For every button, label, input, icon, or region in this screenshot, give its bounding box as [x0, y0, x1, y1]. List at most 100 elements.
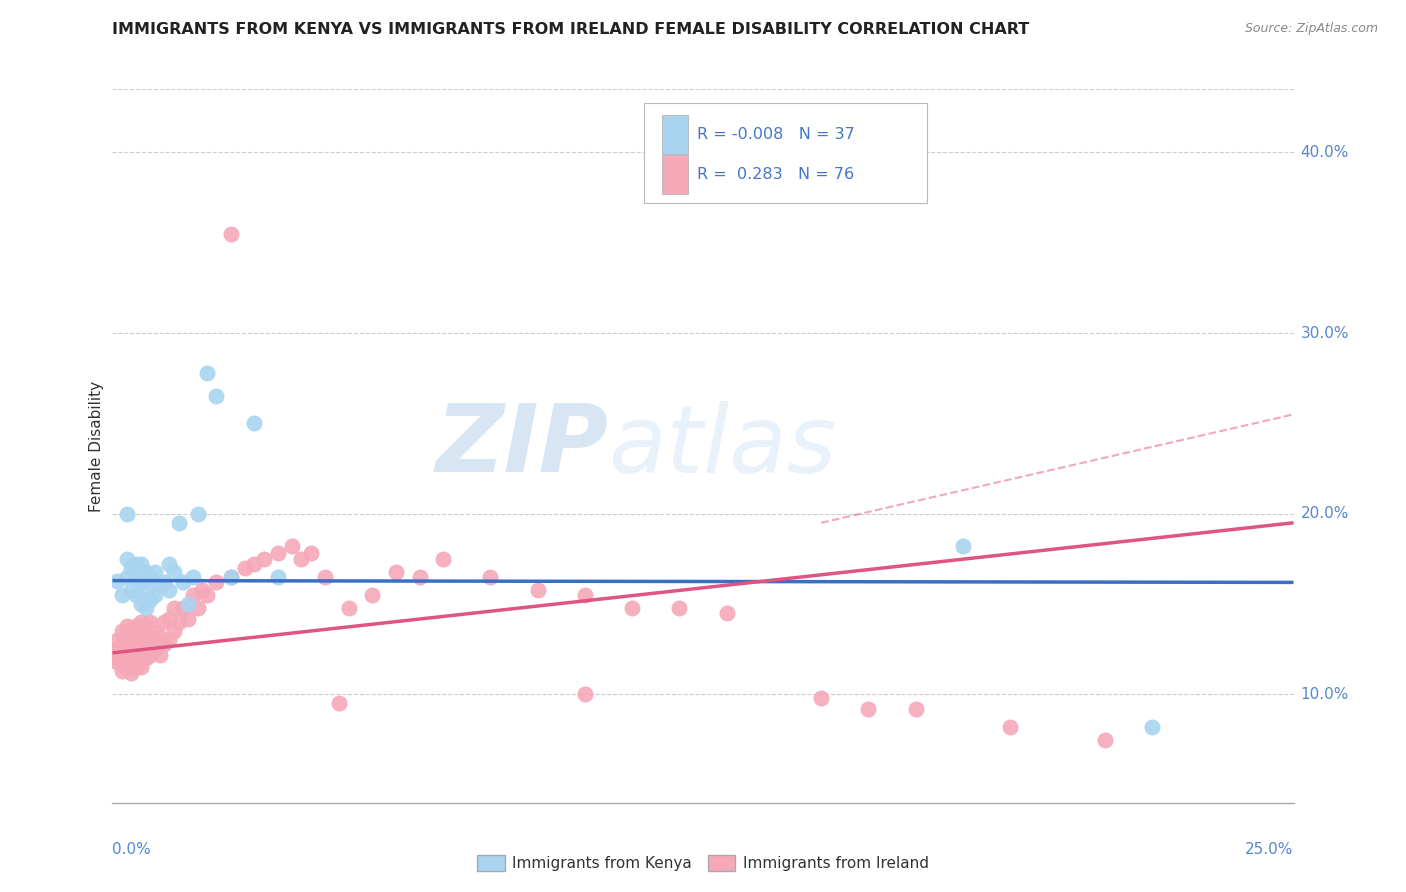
Point: [143, 642, 166, 657]
Point: [281, 539, 304, 553]
FancyBboxPatch shape: [662, 114, 688, 153]
Point: [105, 642, 128, 657]
Point: [149, 630, 172, 644]
Point: [139, 648, 162, 662]
Point: [143, 624, 166, 639]
Point: [328, 697, 350, 711]
Point: [115, 633, 138, 648]
Point: [621, 600, 644, 615]
Point: [157, 611, 180, 625]
Point: [149, 579, 172, 593]
Text: 40.0%: 40.0%: [1301, 145, 1348, 160]
Point: [135, 619, 157, 633]
Point: [299, 547, 322, 561]
Point: [129, 660, 152, 674]
Text: ZIP: ZIP: [436, 400, 609, 492]
Point: [177, 611, 200, 625]
Point: [111, 664, 134, 678]
Point: [361, 588, 384, 602]
Point: [716, 606, 738, 620]
Point: [135, 565, 157, 579]
Point: [205, 389, 228, 403]
Point: [181, 570, 204, 584]
Point: [408, 570, 430, 584]
Point: [120, 665, 142, 680]
Point: [129, 558, 152, 572]
Text: R = -0.008   N = 37: R = -0.008 N = 37: [697, 127, 855, 142]
Point: [115, 660, 138, 674]
Point: [120, 582, 142, 597]
Point: [904, 702, 927, 716]
Point: [105, 633, 128, 648]
Y-axis label: Female Disability: Female Disability: [89, 380, 104, 512]
Point: [195, 366, 218, 380]
Point: [574, 687, 596, 701]
FancyBboxPatch shape: [644, 103, 928, 203]
Point: [157, 558, 180, 572]
Point: [129, 575, 152, 590]
Point: [125, 633, 148, 648]
Point: [125, 660, 148, 674]
Point: [115, 570, 138, 584]
Point: [186, 507, 208, 521]
Point: [574, 588, 596, 602]
Point: [105, 574, 128, 588]
Point: [153, 637, 176, 651]
Point: [129, 630, 152, 644]
Point: [115, 552, 138, 566]
Point: [267, 570, 290, 584]
Point: [111, 624, 134, 639]
Point: [167, 516, 190, 530]
Point: [135, 651, 157, 665]
Point: [115, 648, 138, 662]
Point: [998, 720, 1021, 734]
Point: [120, 637, 142, 651]
Point: [253, 552, 276, 566]
Point: [111, 637, 134, 651]
Point: [181, 588, 204, 602]
Text: atlas: atlas: [609, 401, 837, 491]
Point: [195, 588, 218, 602]
Text: Source: ZipAtlas.com: Source: ZipAtlas.com: [1244, 22, 1378, 36]
Point: [177, 597, 200, 611]
Point: [163, 600, 186, 615]
Point: [157, 633, 180, 648]
Point: [125, 619, 148, 633]
Point: [432, 552, 454, 566]
Point: [125, 558, 148, 572]
Point: [157, 582, 180, 597]
Point: [952, 539, 974, 553]
Point: [105, 655, 128, 669]
Point: [153, 615, 176, 629]
Point: [167, 615, 190, 629]
Point: [139, 615, 162, 629]
Text: 0.0%: 0.0%: [112, 842, 152, 856]
FancyBboxPatch shape: [662, 155, 688, 194]
Point: [120, 624, 142, 639]
Text: 30.0%: 30.0%: [1301, 326, 1348, 341]
Point: [143, 588, 166, 602]
Point: [139, 570, 162, 584]
Point: [115, 507, 138, 521]
Point: [1094, 732, 1116, 747]
Point: [314, 570, 336, 584]
Point: [479, 570, 502, 584]
Legend: Immigrants from Kenya, Immigrants from Ireland: Immigrants from Kenya, Immigrants from I…: [471, 849, 935, 877]
Point: [153, 575, 176, 590]
Text: 25.0%: 25.0%: [1246, 842, 1294, 856]
Point: [243, 558, 266, 572]
Point: [243, 417, 266, 431]
Text: IMMIGRANTS FROM KENYA VS IMMIGRANTS FROM IRELAND FEMALE DISABILITY CORRELATION C: IMMIGRANTS FROM KENYA VS IMMIGRANTS FROM…: [112, 22, 1029, 37]
Point: [668, 600, 690, 615]
Point: [172, 600, 194, 615]
Point: [290, 552, 312, 566]
Point: [385, 565, 408, 579]
Point: [337, 600, 360, 615]
Point: [267, 547, 290, 561]
Point: [120, 651, 142, 665]
Point: [115, 619, 138, 633]
Point: [125, 648, 148, 662]
Point: [205, 575, 228, 590]
Point: [163, 565, 186, 579]
Point: [810, 691, 832, 706]
